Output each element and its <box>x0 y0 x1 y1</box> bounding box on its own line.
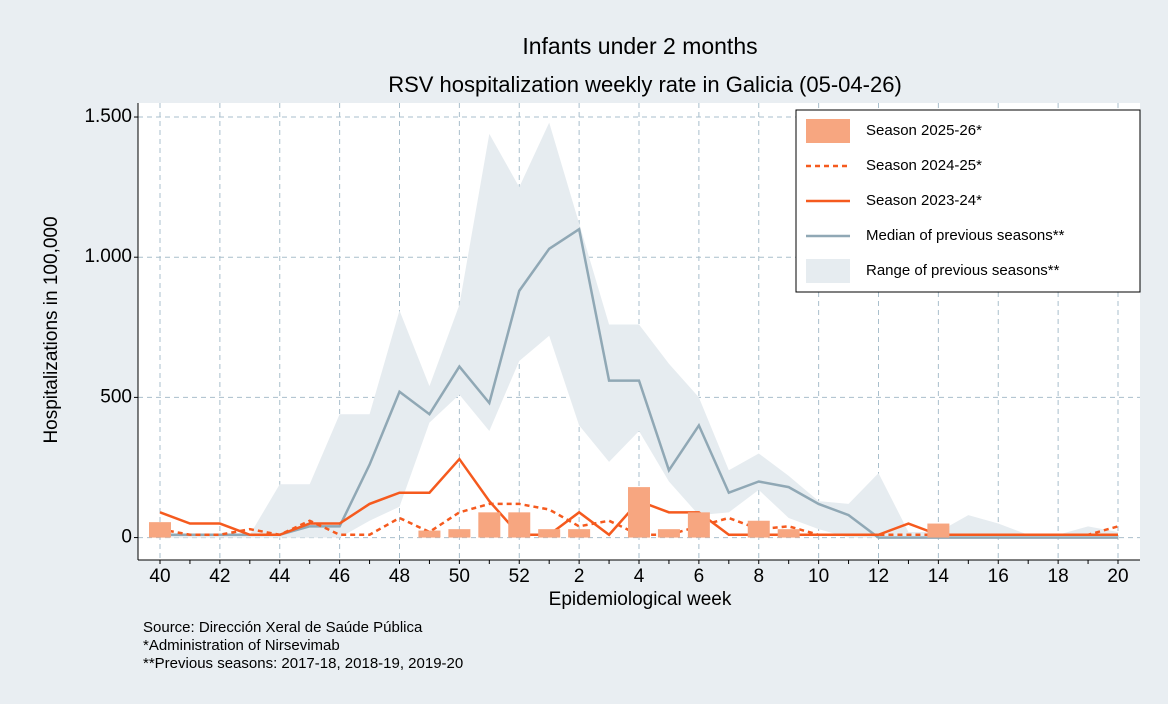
legend-label: Median of previous seasons** <box>866 227 1065 244</box>
x-tick-label: 14 <box>928 566 950 587</box>
x-tick-label: 16 <box>988 566 1009 587</box>
chart-title: Infants under 2 months <box>522 33 757 59</box>
chart-subtitle: RSV hospitalization weekly rate in Galic… <box>388 72 902 97</box>
bar <box>747 520 770 538</box>
bar <box>418 530 441 538</box>
bar <box>568 529 591 538</box>
x-tick-label: 2 <box>574 566 585 587</box>
bar <box>508 512 531 538</box>
bar <box>777 529 800 538</box>
note: **Previous seasons: 2017-18, 2018-19, 20… <box>143 655 463 672</box>
x-tick-label: 18 <box>1048 566 1069 587</box>
line <box>159 502 1119 537</box>
legend-label: Season 2023-24* <box>866 192 982 209</box>
legend-swatch <box>806 119 850 143</box>
bar <box>538 529 561 538</box>
bar <box>927 523 950 538</box>
x-tick-label: 6 <box>694 566 705 587</box>
x-tick-label: 48 <box>389 566 410 587</box>
y-tick-label: 1.500 <box>84 106 132 127</box>
y-tick-label: 500 <box>100 386 132 407</box>
legend-label: Season 2024-25* <box>866 157 982 174</box>
x-axis-label: Epidemiological week <box>549 589 732 610</box>
x-tick-label: 20 <box>1107 566 1128 587</box>
x-tick-label: 4 <box>634 566 645 587</box>
bar <box>657 529 680 538</box>
range-area <box>160 122 1118 538</box>
bar <box>628 487 650 538</box>
note: *Administration of Nirsevimab <box>143 637 340 654</box>
y-tick-label: 1.000 <box>84 246 132 267</box>
note: Source: Dirección Xeral de Saúde Pública <box>143 619 423 636</box>
y-tick-label: 0 <box>121 527 132 548</box>
legend-box <box>795 109 1141 293</box>
x-tick-label: 40 <box>149 566 170 587</box>
x-tick-label: 42 <box>209 566 230 587</box>
x-tick-label: 52 <box>509 566 530 587</box>
legend: Season 2025-26* Season 2024-25* Season 202… <box>795 109 1141 293</box>
x-tick-label: 12 <box>868 566 889 587</box>
bar <box>687 512 710 538</box>
x-tick-label: 44 <box>269 566 291 587</box>
legend-label: Season 2025-26* <box>866 122 982 139</box>
bar <box>149 522 171 538</box>
y-axis-label: Hospitalizations in 100,000 <box>41 216 62 443</box>
legend-label: Range of previous seasons** <box>866 262 1060 279</box>
x-tick-label: 46 <box>329 566 350 587</box>
bar <box>478 512 501 538</box>
bar <box>448 529 471 538</box>
legend-swatch <box>806 259 850 283</box>
x-tick-label: 10 <box>808 566 829 587</box>
x-tick-label: 8 <box>753 566 764 587</box>
x-tick-label: 50 <box>449 566 470 587</box>
